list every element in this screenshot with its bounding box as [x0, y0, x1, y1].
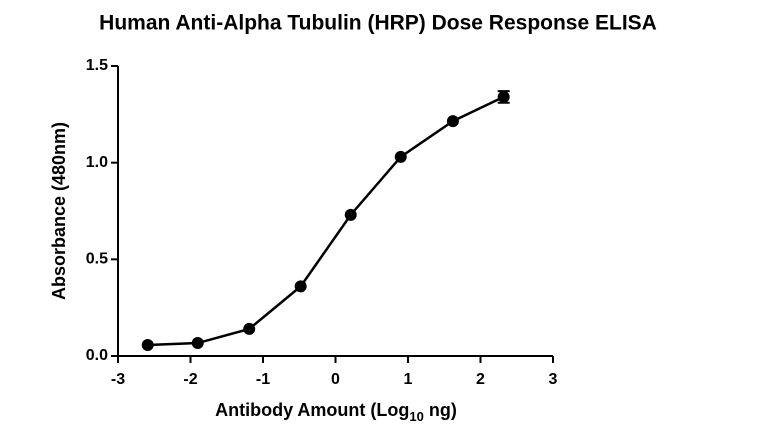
data-point: [497, 90, 510, 103]
data-point: [394, 150, 407, 163]
data-point: [344, 208, 357, 221]
y-tick-label: 0.0: [86, 347, 108, 364]
data-line: [147, 95, 505, 347]
y-tick-label: 1.5: [86, 57, 108, 74]
data-point: [294, 280, 307, 293]
x-tick-label: -1: [256, 371, 270, 388]
x-tick-label: 0: [331, 371, 340, 388]
x-axis-label-suffix: ng): [424, 400, 457, 420]
y-tick-label: 0.5: [86, 251, 108, 268]
y-tick-label: 1.0: [86, 154, 108, 171]
y-axis-label: Absorbance (480nm): [49, 122, 69, 300]
x-tick-label: 3: [549, 371, 558, 388]
x-tick-label: 2: [476, 371, 485, 388]
x-tick-label: -3: [111, 371, 125, 388]
x-axis-label-subscript: 10: [409, 409, 423, 424]
x-axis-label-text: Antibody Amount (Log: [215, 400, 409, 420]
data-point: [141, 338, 154, 351]
x-tick-label: -2: [183, 371, 197, 388]
x-axis-label: Antibody Amount (Log10 ng): [215, 400, 457, 424]
x-tick-label: 1: [404, 371, 413, 388]
chart-title: Human Anti-Alpha Tubulin (HRP) Dose Resp…: [99, 12, 657, 35]
data-point: [446, 115, 459, 128]
data-point: [191, 337, 204, 350]
data-point: [243, 322, 256, 335]
